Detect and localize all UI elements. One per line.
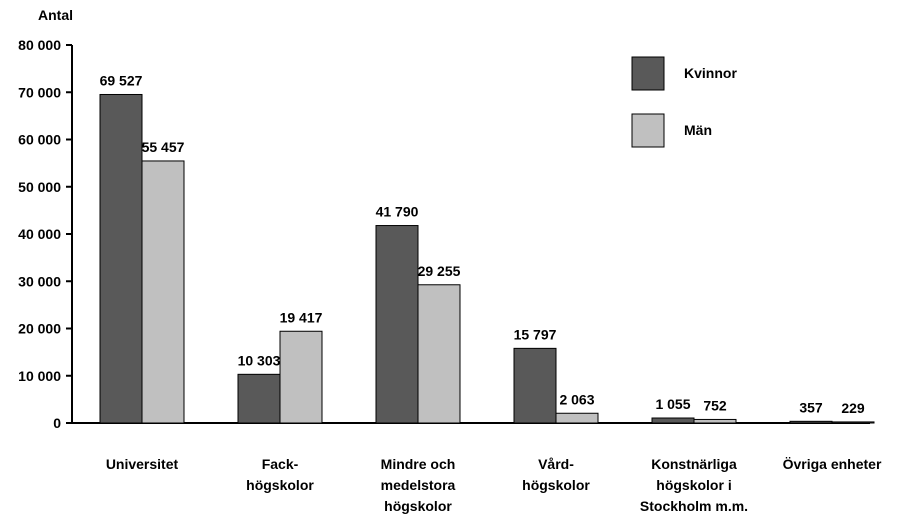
category-label-line: Vård- bbox=[538, 456, 574, 472]
category-label-line: Övriga enheter bbox=[783, 456, 882, 472]
category-label-line: högskolor bbox=[522, 477, 590, 493]
data-label: 1 055 bbox=[655, 396, 690, 412]
data-label: 229 bbox=[841, 400, 865, 416]
y-tick-label: 30 000 bbox=[18, 273, 61, 289]
y-tick-label: 10 000 bbox=[18, 368, 61, 384]
legend-swatch-kvinnor bbox=[631, 56, 665, 91]
category-label-line: Mindre och bbox=[381, 456, 456, 472]
category-label: Universitet bbox=[106, 456, 179, 472]
bar-kvinnor bbox=[99, 93, 143, 424]
data-label: 41 790 bbox=[376, 204, 419, 220]
data-label: 69 527 bbox=[100, 72, 143, 88]
data-label: 55 457 bbox=[142, 139, 185, 155]
category-label-line: högskolor bbox=[246, 477, 314, 493]
category-label: Vård-högskolor bbox=[522, 456, 590, 493]
data-label: 10 303 bbox=[238, 352, 281, 368]
category-label-line: högskolor i bbox=[656, 477, 731, 493]
category-label-line: högskolor bbox=[384, 498, 452, 514]
y-tick-label: 80 000 bbox=[18, 37, 61, 53]
bar-kvinnor bbox=[237, 373, 281, 424]
x-axis-labels: Universitet Fack-högskolor Mindre och medel… bbox=[106, 456, 882, 514]
bar-kvinnor bbox=[375, 225, 419, 424]
y-axis-title: Antal bbox=[38, 7, 73, 23]
legend-label: Kvinnor bbox=[684, 65, 737, 81]
bar-man bbox=[279, 330, 323, 424]
bar-kvinnor bbox=[789, 420, 833, 424]
category-label: Övriga enheter bbox=[783, 456, 882, 472]
data-label: 752 bbox=[703, 397, 727, 413]
category-label: Mindre och medelstora högskolor bbox=[381, 456, 456, 514]
bars bbox=[99, 93, 875, 424]
bar-man bbox=[141, 160, 185, 424]
data-label: 29 255 bbox=[418, 263, 461, 279]
bar-man bbox=[417, 284, 461, 424]
data-labels: 69 527 55 457 10 303 19 417 41 790 29 255 15 7… bbox=[100, 72, 865, 415]
category-label: Konstnärliga högskolor i Stockholm m.m. bbox=[640, 456, 748, 514]
category-label-line: Stockholm m.m. bbox=[640, 498, 748, 514]
legend: Kvinnor Män bbox=[631, 56, 737, 148]
data-label: 19 417 bbox=[280, 309, 323, 325]
data-label: 357 bbox=[799, 399, 823, 415]
data-label: 15 797 bbox=[514, 326, 557, 342]
y-tick-label: 70 000 bbox=[18, 84, 61, 100]
y-tick-label: 0 bbox=[53, 415, 61, 431]
y-tick-label: 60 000 bbox=[18, 132, 61, 148]
y-tick-label: 20 000 bbox=[18, 321, 61, 337]
category-label-line: medelstora bbox=[381, 477, 456, 493]
category-label-line: Konstnärliga bbox=[651, 456, 737, 472]
legend-swatch-man bbox=[631, 113, 665, 148]
bar-man bbox=[693, 418, 737, 424]
legend-label: Män bbox=[684, 122, 712, 138]
bar-man bbox=[831, 421, 875, 424]
y-tick-label: 50 000 bbox=[18, 179, 61, 195]
category-label-line: Universitet bbox=[106, 456, 179, 472]
data-label: 2 063 bbox=[559, 391, 594, 407]
bar-kvinnor bbox=[651, 417, 695, 424]
category-label: Fack-högskolor bbox=[246, 456, 314, 493]
bar-kvinnor bbox=[513, 347, 557, 424]
bar-man bbox=[555, 412, 599, 424]
category-label-line: Fack- bbox=[262, 456, 299, 472]
y-tick-label: 40 000 bbox=[18, 226, 61, 242]
y-axis: 0 10 000 20 000 30 000 40 000 50 000 60 000 70 … bbox=[18, 37, 870, 431]
